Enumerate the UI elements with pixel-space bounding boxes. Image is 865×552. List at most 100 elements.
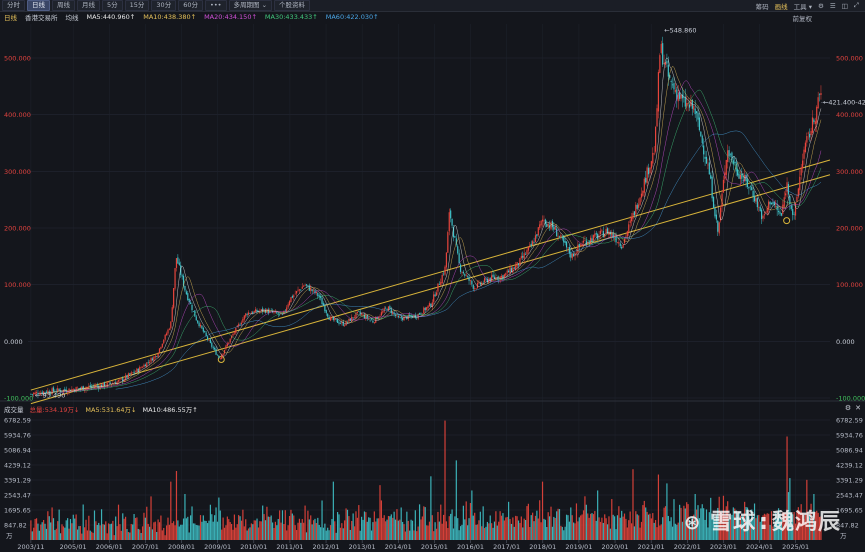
fullscreen-icon[interactable]: ⤢	[853, 1, 859, 9]
candle-body	[787, 184, 790, 195]
chips-link[interactable]: 筹码	[755, 2, 769, 11]
settings-icon[interactable]: ⚙	[817, 1, 824, 10]
volume-bar	[230, 523, 233, 540]
candle-body	[346, 321, 349, 323]
volume-bar	[605, 518, 607, 540]
volume-bar	[403, 524, 405, 540]
x-tick-label: 2009/01	[204, 543, 231, 551]
candle-body	[195, 316, 197, 321]
candle-body	[557, 236, 559, 237]
candle-body	[669, 75, 671, 78]
volume-bar	[187, 516, 189, 540]
volume-bar	[296, 530, 298, 540]
candle-body	[301, 286, 303, 289]
candle-body	[325, 310, 327, 314]
volume-bar	[96, 525, 98, 540]
volume-bar	[625, 518, 627, 540]
tab-3[interactable]: 月线	[77, 0, 100, 11]
period-tabs: 分时 日线 周线 月线 5分 15分 30分 60分 ••• 多周期图 ⌄ 个股资料	[0, 0, 311, 11]
volume-bar	[493, 521, 496, 540]
volume-bar	[48, 516, 50, 540]
vol-tick-right: 5934.76	[836, 432, 863, 440]
tab-0[interactable]: 分时	[2, 0, 25, 11]
period-label: 日线	[4, 14, 17, 22]
tab-4[interactable]: 5分	[102, 0, 123, 11]
volume-bar	[270, 515, 272, 540]
volume-bar	[563, 530, 565, 540]
vol-tick-left: 5934.76	[4, 432, 31, 440]
volume-bar	[235, 527, 237, 540]
volume-bar	[185, 518, 187, 540]
candle-body	[476, 283, 479, 289]
volume-bar	[359, 530, 361, 540]
candle-body	[382, 311, 384, 313]
candle-body	[474, 288, 476, 289]
volume-bar	[509, 518, 511, 540]
tab-5[interactable]: 15分	[124, 0, 150, 11]
volume-bar	[455, 460, 457, 540]
candle-body	[612, 233, 614, 238]
candle-body	[205, 332, 207, 336]
tab-6[interactable]: 30分	[151, 0, 177, 11]
tab-9[interactable]: 多周期图 ⌄	[228, 0, 273, 11]
candle-body	[260, 309, 262, 311]
menu-icon[interactable]: ☰	[829, 1, 836, 10]
volume-settings-icon[interactable]: ⚙	[844, 404, 852, 412]
volume-bar	[645, 507, 647, 540]
volume-bar	[47, 511, 49, 540]
volume-bar	[402, 521, 404, 540]
candle-body	[239, 324, 241, 326]
candle-body	[344, 325, 346, 327]
candle-body	[712, 197, 715, 208]
candle-body	[491, 275, 493, 282]
volume-bar	[188, 532, 190, 540]
volume-bar	[74, 518, 76, 540]
candle-body	[792, 209, 794, 215]
candle-body	[62, 389, 64, 392]
drawing-link[interactable]: 画线	[774, 2, 788, 11]
volume-bar	[557, 508, 559, 540]
volume-bar	[508, 501, 510, 540]
tab-1[interactable]: 日线	[27, 0, 50, 11]
tab-2[interactable]: 周线	[52, 0, 75, 11]
candle-body	[478, 281, 480, 283]
candle-body	[130, 372, 132, 375]
candle-body	[281, 313, 284, 315]
volume-close-icon[interactable]: ✕	[855, 404, 861, 412]
candle-body	[106, 382, 108, 387]
candle-body	[222, 353, 224, 356]
candle-body	[250, 312, 252, 314]
candle-body	[499, 276, 501, 281]
tab-8[interactable]: •••	[204, 0, 227, 11]
volume-bar	[541, 481, 544, 540]
candle-body	[38, 394, 40, 396]
adjustment-toggle[interactable]: 前复权	[792, 15, 813, 23]
volume-bar	[211, 514, 213, 540]
candle-body	[633, 211, 636, 216]
tools-link[interactable]: 工具 ▾	[793, 2, 812, 11]
vol-tick-left: 2543.47	[4, 492, 31, 500]
volume-bar	[529, 526, 531, 540]
candle-body	[151, 358, 154, 361]
candle-body	[406, 316, 408, 320]
volume-bar	[530, 515, 532, 540]
candle-body	[256, 310, 258, 312]
volume-bar	[457, 518, 459, 540]
tab-10[interactable]: 个股资料	[274, 0, 311, 11]
candle-body	[577, 244, 579, 253]
tab-7[interactable]: 60分	[178, 0, 203, 11]
candle-body	[615, 236, 617, 243]
vol-tick-right: 5086.94	[836, 447, 863, 455]
candle-body	[694, 108, 696, 115]
candle-body	[698, 117, 701, 131]
volume-bar	[281, 510, 284, 540]
volume-bar	[41, 522, 43, 540]
ma20-line	[59, 80, 822, 393]
volume-bar	[216, 521, 219, 540]
candle-body	[280, 313, 282, 315]
layout-icon[interactable]: ◫	[841, 1, 848, 10]
y-tick-left: 200.000	[4, 225, 31, 233]
volume-bar	[577, 521, 579, 540]
volume-bar	[341, 523, 343, 540]
